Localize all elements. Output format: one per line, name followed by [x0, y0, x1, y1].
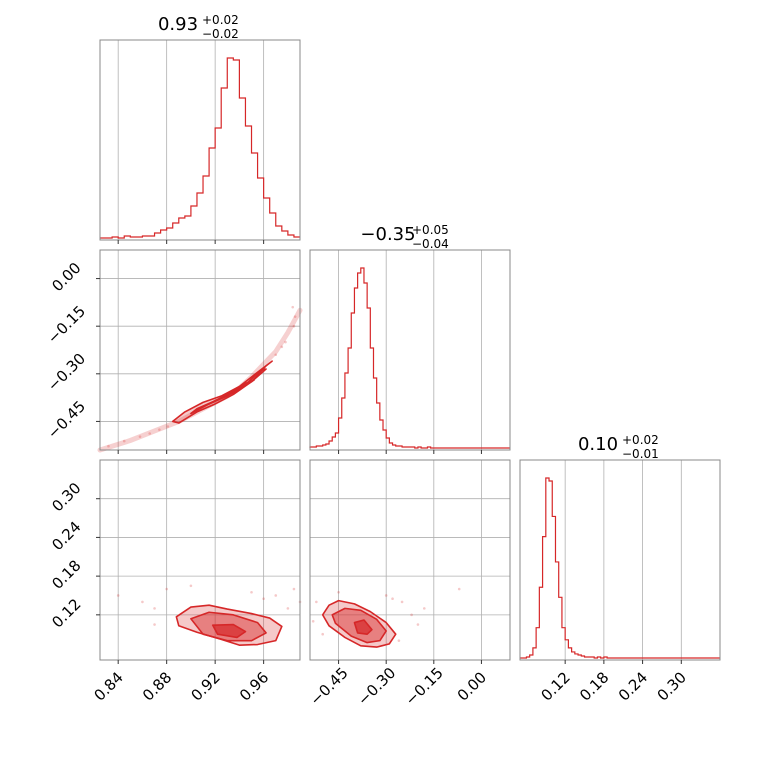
hist-panel-2: 0.10 +0.02−0.01: [519, 433, 721, 664]
histogram-step: [309, 267, 510, 449]
credible-contour: [353, 619, 373, 635]
scatter-point: [457, 587, 461, 591]
panel-frame: [99, 39, 301, 241]
credible-contour: [211, 623, 247, 639]
param-title-plus: +0.02: [202, 13, 239, 27]
histogram-step: [520, 477, 720, 659]
scatter-point: [292, 324, 296, 328]
scatter-point: [416, 623, 420, 626]
hist-panel-0: 0.93 +0.02−0.02: [99, 13, 301, 244]
scatter-point: [122, 439, 126, 443]
param-title-median: 0.10: [578, 434, 618, 455]
scatter-point: [153, 607, 156, 610]
scatter-point: [422, 607, 426, 610]
scatter-point: [280, 345, 284, 349]
credible-contour: [208, 379, 255, 405]
param-title-minus: −0.02: [202, 27, 239, 41]
y-tick-label: 0.18: [48, 556, 84, 592]
panel-frame: [99, 459, 301, 661]
scatter-point: [292, 587, 296, 591]
scatter-point: [321, 632, 324, 636]
credible-contour: [171, 360, 273, 424]
scatter-point: [274, 594, 278, 597]
panel-frame: [99, 249, 301, 451]
y-tick-label: −0.30: [44, 350, 89, 395]
x-tick-label: 0.30: [654, 668, 690, 704]
pair-panel-0-1: [96, 249, 303, 454]
x-tick-label: 0.88: [139, 668, 175, 704]
histogram-step: [100, 57, 300, 239]
scatter-point: [315, 600, 318, 604]
x-tick-label: −0.15: [402, 664, 447, 709]
scatter-point: [274, 353, 278, 357]
y-tick-label: 0.00: [48, 259, 84, 295]
scatter-point: [158, 428, 161, 431]
sample-density-band: [97, 307, 303, 453]
pair-panel-0-2: [96, 459, 302, 664]
param-title-median: −0.35: [360, 224, 415, 245]
x-tick-label: 0.92: [187, 668, 223, 704]
scatter-point: [141, 600, 144, 604]
panel-frame: [309, 459, 511, 661]
scatter-point: [384, 594, 388, 597]
y-tick-label: −0.45: [44, 397, 89, 442]
y-tick-label: 0.24: [48, 518, 84, 554]
param-title-plus: +0.02: [622, 433, 659, 447]
scatter-point: [166, 425, 170, 428]
scatter-point: [397, 639, 401, 642]
x-tick-label: 0.96: [236, 668, 272, 704]
y-tick-label: −0.15: [44, 302, 89, 347]
scatter-point: [291, 305, 295, 309]
x-tick-label: 0.24: [615, 668, 651, 704]
scatter-point: [311, 619, 315, 623]
param-title-plus: +0.05: [412, 223, 449, 237]
panel-frame: [309, 249, 511, 451]
scatter-point: [337, 590, 340, 594]
credible-contour: [190, 368, 267, 415]
scatter-point: [153, 623, 156, 626]
scatter-point: [400, 600, 404, 604]
scatter-point: [189, 584, 193, 588]
scatter-point: [284, 340, 287, 344]
hist-panel-1: −0.35+0.05−0.04: [309, 223, 511, 454]
pair-panel-1-2: [309, 459, 511, 664]
scatter-point: [391, 597, 394, 601]
scatter-point: [262, 597, 265, 601]
y-tick-label: 0.30: [48, 479, 84, 515]
panel-frame: [519, 459, 721, 661]
scatter-point: [116, 594, 120, 597]
x-tick-label: −0.45: [306, 664, 351, 709]
x-tick-label: 0.18: [576, 668, 612, 704]
x-tick-label: −0.30: [354, 664, 399, 709]
scatter-point: [107, 444, 110, 448]
scatter-point: [410, 613, 413, 617]
param-title-minus: −0.04: [412, 237, 449, 251]
x-tick-label: 0.12: [537, 668, 573, 704]
scatter-point: [148, 432, 151, 435]
x-tick-label: 0.84: [90, 668, 126, 704]
scatter-point: [293, 315, 297, 318]
x-tick-label: 0.00: [454, 668, 490, 704]
param-title-minus: −0.01: [622, 447, 659, 461]
param-title-median: 0.93: [158, 14, 198, 35]
scatter-point: [165, 587, 168, 591]
scatter-point: [286, 607, 290, 610]
y-tick-label: 0.12: [48, 595, 84, 631]
scatter-point: [138, 435, 142, 438]
scatter-point: [250, 590, 253, 594]
